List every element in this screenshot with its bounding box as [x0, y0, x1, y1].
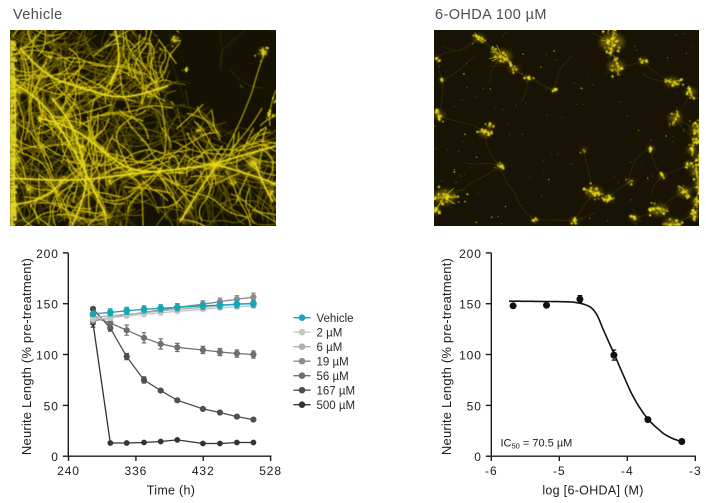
svg-text:100: 100 — [36, 348, 59, 362]
svg-text:50: 50 — [467, 399, 482, 413]
svg-text:167 µM: 167 µM — [317, 385, 356, 397]
svg-text:0: 0 — [474, 450, 482, 464]
svg-text:log [6-OHDA] (M): log [6-OHDA] (M) — [542, 484, 643, 498]
svg-text:500 µM: 500 µM — [317, 400, 356, 412]
svg-text:19 µM: 19 µM — [317, 356, 349, 368]
svg-text:-6: -6 — [485, 464, 497, 478]
svg-text:150: 150 — [36, 298, 59, 312]
svg-text:200: 200 — [459, 247, 482, 261]
svg-text:200: 200 — [36, 247, 59, 261]
svg-text:-3: -3 — [689, 464, 701, 478]
svg-text:-4: -4 — [621, 464, 633, 478]
svg-text:528: 528 — [259, 464, 282, 478]
svg-text:336: 336 — [125, 464, 148, 478]
svg-text:50: 50 — [44, 399, 59, 413]
svg-text:Vehicle: Vehicle — [317, 313, 354, 325]
svg-text:2 µM: 2 µM — [317, 327, 343, 339]
svg-text:240: 240 — [57, 464, 80, 478]
svg-text:0: 0 — [51, 450, 59, 464]
svg-text:56 µM: 56 µM — [317, 371, 349, 383]
svg-text:IC50 = 70.5 µM: IC50 = 70.5 µM — [501, 438, 573, 451]
svg-text:150: 150 — [459, 298, 482, 312]
svg-text:6 µM: 6 µM — [317, 342, 343, 354]
svg-text:100: 100 — [459, 348, 482, 362]
svg-text:Neurite Length (% pre-treatmen: Neurite Length (% pre-treatment) — [439, 258, 454, 455]
svg-text:-5: -5 — [553, 464, 565, 478]
svg-text:Neurite Length (% pre-treatmen: Neurite Length (% pre-treatment) — [19, 258, 34, 455]
svg-text:432: 432 — [192, 464, 215, 478]
svg-text:Time (h): Time (h) — [147, 484, 195, 498]
